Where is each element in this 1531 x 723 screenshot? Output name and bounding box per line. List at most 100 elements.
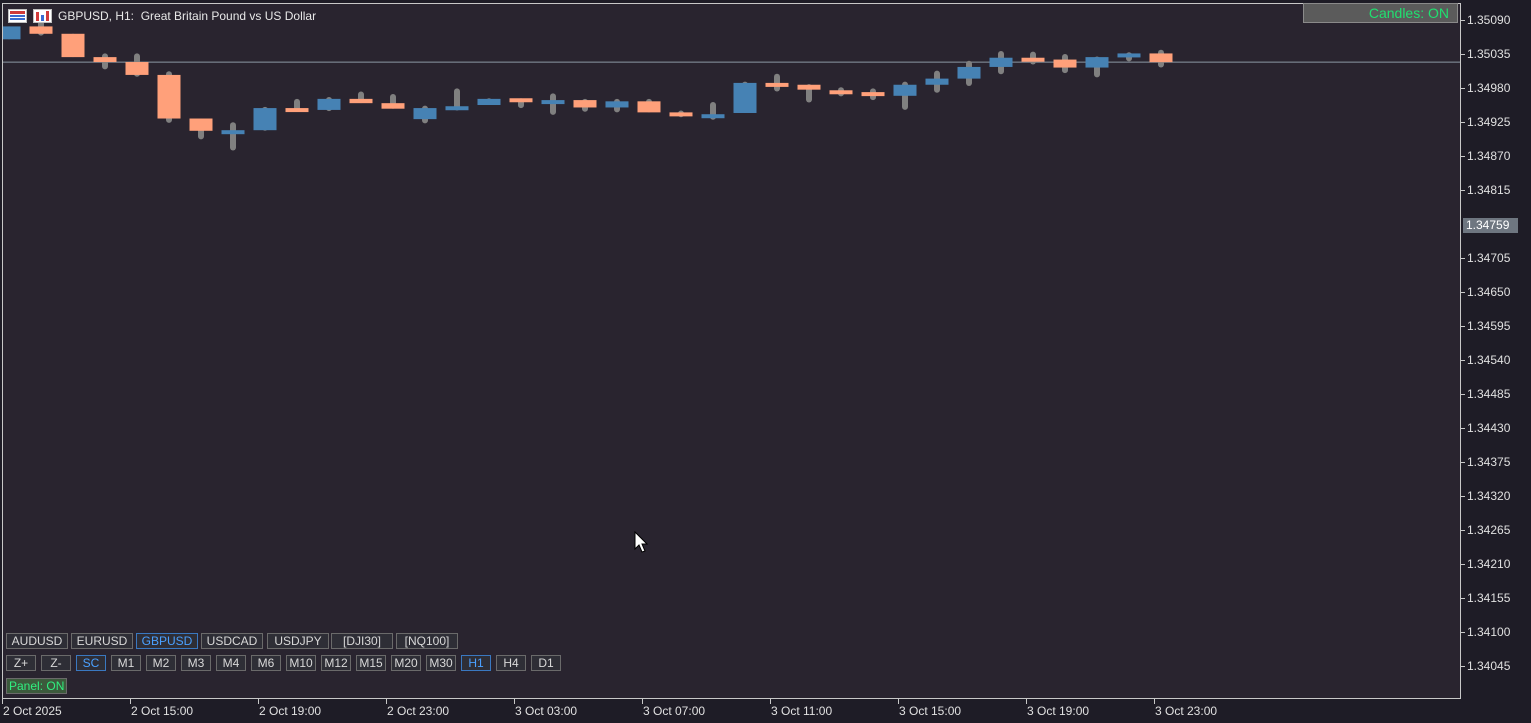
- timeframe-button-m4[interactable]: M4: [216, 655, 246, 671]
- candle-body: [61, 33, 85, 58]
- candle-body: [1053, 59, 1077, 68]
- candle[interactable]: [669, 110, 693, 118]
- chart-icon[interactable]: [33, 9, 52, 23]
- timeframe-button-h1[interactable]: H1: [461, 655, 491, 671]
- candle[interactable]: [477, 98, 501, 106]
- candle[interactable]: [861, 88, 885, 101]
- candle[interactable]: [989, 50, 1013, 75]
- candle[interactable]: [957, 60, 981, 86]
- candle[interactable]: [765, 73, 789, 92]
- candle[interactable]: [1021, 51, 1045, 65]
- candle[interactable]: [925, 70, 949, 93]
- candle[interactable]: [1117, 52, 1141, 62]
- timeframe-button-d1[interactable]: D1: [531, 655, 561, 671]
- candle[interactable]: [349, 91, 373, 104]
- candle-body: [125, 62, 149, 75]
- candle[interactable]: [253, 106, 277, 131]
- time-tick-mark: [130, 699, 131, 704]
- symbol-button-audusd[interactable]: AUDUSD: [6, 633, 68, 649]
- timeframe-button-h4[interactable]: H4: [496, 655, 526, 671]
- current-price-label: 1.34759: [1463, 218, 1518, 233]
- price-tick-label: 1.34320: [1467, 489, 1511, 503]
- candle[interactable]: [573, 98, 597, 112]
- symbol-button-usdjpy[interactable]: USDJPY: [267, 633, 329, 649]
- candle[interactable]: [189, 118, 213, 140]
- price-tick-mark: [1461, 632, 1465, 633]
- panel-toggle-button[interactable]: Panel: ON: [6, 678, 67, 694]
- price-tick-mark: [1461, 564, 1465, 565]
- candle[interactable]: [605, 98, 629, 113]
- symbol-button-nq100[interactable]: [NQ100]: [396, 633, 458, 649]
- timeframe-button-sc[interactable]: SC: [76, 655, 106, 671]
- candle-body: [989, 57, 1013, 67]
- symbol-button-usdcad[interactable]: USDCAD: [201, 633, 263, 649]
- time-tick-mark: [258, 699, 259, 704]
- candle[interactable]: [93, 53, 117, 70]
- candle[interactable]: [61, 33, 85, 58]
- symbol-button-dji30[interactable]: [DJI30]: [331, 633, 393, 649]
- candle[interactable]: [317, 97, 341, 112]
- candles-toggle-button[interactable]: Candles: ON: [1303, 3, 1458, 23]
- price-tick-mark: [1461, 258, 1465, 259]
- chart-plot-area[interactable]: [2, 3, 1461, 699]
- symbol-button-eurusd[interactable]: EURUSD: [71, 633, 133, 649]
- symbol-title: GBPUSD, H1: Great Britain Pound vs US Do…: [58, 9, 317, 23]
- candle[interactable]: [1085, 56, 1109, 78]
- grid-icon[interactable]: [8, 9, 27, 23]
- candle-body: [797, 84, 821, 90]
- candle[interactable]: [445, 88, 469, 111]
- candle[interactable]: [541, 93, 565, 115]
- timeframe-button-zminus[interactable]: Z-: [41, 655, 71, 671]
- candlestick-chart[interactable]: [3, 4, 1460, 698]
- timeframe-button-m3[interactable]: M3: [181, 655, 211, 671]
- timeframe-button-m20[interactable]: M20: [391, 655, 421, 671]
- candle-body: [893, 84, 917, 96]
- timeframe-button-zplus[interactable]: Z+: [6, 655, 36, 671]
- candle[interactable]: [1149, 49, 1173, 68]
- price-tick-label: 1.34375: [1467, 455, 1511, 469]
- candle[interactable]: [381, 93, 405, 109]
- time-tick-mark: [642, 699, 643, 704]
- timeframe-button-m10[interactable]: M10: [286, 655, 316, 671]
- candle-body: [1085, 57, 1109, 68]
- price-tick-mark: [1461, 530, 1465, 531]
- timeframe-button-m2[interactable]: M2: [146, 655, 176, 671]
- timeframe-button-m15[interactable]: M15: [356, 655, 386, 671]
- timeframe-button-m1[interactable]: M1: [111, 655, 141, 671]
- candle[interactable]: [637, 98, 661, 113]
- candle[interactable]: [1053, 54, 1077, 74]
- candle[interactable]: [157, 71, 181, 123]
- timeframe-button-m6[interactable]: M6: [251, 655, 281, 671]
- time-tick-mark: [1154, 699, 1155, 704]
- candle[interactable]: [797, 84, 821, 103]
- candle[interactable]: [125, 53, 149, 77]
- candle[interactable]: [285, 98, 309, 113]
- price-tick-label: 1.35035: [1467, 47, 1511, 61]
- timeframe-button-m30[interactable]: M30: [426, 655, 456, 671]
- candle[interactable]: [829, 87, 853, 97]
- candle[interactable]: [221, 122, 245, 151]
- candle[interactable]: [3, 26, 21, 40]
- candle-body: [381, 103, 405, 109]
- candle[interactable]: [29, 19, 53, 36]
- candle-body: [413, 108, 437, 120]
- price-tick-label: 1.34540: [1467, 353, 1511, 367]
- candle[interactable]: [509, 98, 533, 109]
- candle-body: [29, 26, 53, 34]
- time-tick-label: 2 Oct 15:00: [131, 704, 194, 718]
- candle[interactable]: [701, 101, 725, 120]
- time-tick-mark: [898, 699, 899, 704]
- time-tick-label: 3 Oct 07:00: [643, 704, 706, 718]
- chart-title-bar: GBPUSD, H1: Great Britain Pound vs US Do…: [8, 7, 316, 25]
- candle[interactable]: [413, 105, 437, 124]
- price-tick-mark: [1461, 190, 1465, 191]
- symbol-button-gbpusd[interactable]: GBPUSD: [136, 633, 198, 649]
- timeframe-button-m12[interactable]: M12: [321, 655, 351, 671]
- candle-wick: [230, 122, 236, 151]
- price-tick-mark: [1461, 496, 1465, 497]
- candle-body: [221, 130, 245, 135]
- candle[interactable]: [893, 81, 917, 110]
- candle[interactable]: [733, 81, 757, 113]
- candle-body: [541, 100, 565, 105]
- price-tick-mark: [1461, 394, 1465, 395]
